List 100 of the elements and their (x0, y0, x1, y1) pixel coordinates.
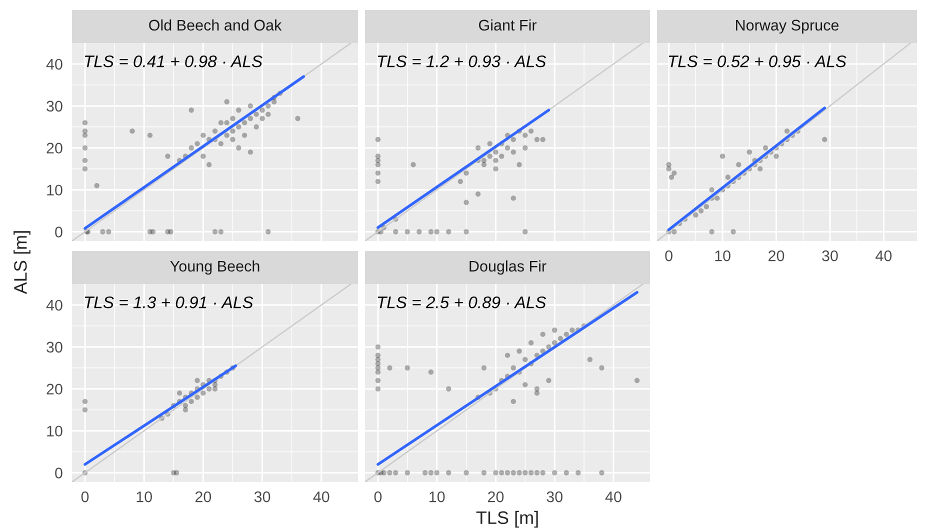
x-tick-label: 10 (715, 250, 730, 262)
point (206, 162, 212, 168)
point (194, 141, 200, 146)
annotation: TLS = 2.5 + 0.89 · ALS (378, 296, 546, 308)
point (522, 229, 528, 234)
point (168, 229, 174, 234)
point (212, 229, 218, 234)
y-tick-label: 40 (46, 58, 62, 70)
point (540, 136, 546, 142)
point (206, 386, 212, 392)
point (82, 132, 88, 138)
point (106, 229, 112, 234)
point (404, 229, 410, 234)
point (248, 103, 254, 109)
point (82, 145, 88, 150)
point (416, 229, 422, 234)
point (254, 124, 259, 130)
point (464, 170, 469, 176)
point (224, 132, 230, 138)
point (375, 170, 381, 176)
point (714, 196, 720, 201)
y-tick-label: 10 (47, 184, 62, 196)
point (212, 128, 218, 134)
point (182, 407, 188, 412)
x-tick-label: 0 (81, 491, 89, 502)
point (709, 229, 714, 234)
y-axis-title: ALS [m] (14, 231, 30, 294)
point (242, 120, 248, 126)
y-tick-label: 0 (55, 468, 62, 478)
y-tick-label: 40 (46, 300, 62, 311)
point (504, 145, 510, 150)
point (720, 154, 726, 159)
point (762, 145, 768, 150)
point (147, 132, 153, 138)
point (230, 128, 236, 134)
x-axis-title: TLS [m] (476, 510, 538, 528)
point (224, 120, 230, 126)
point (266, 229, 271, 234)
y-tick-label: 30 (46, 100, 62, 112)
point (224, 99, 230, 104)
point (475, 191, 481, 197)
point (393, 229, 398, 234)
point (493, 166, 498, 172)
point (375, 162, 381, 168)
point (165, 154, 170, 159)
point (100, 229, 106, 234)
chart-title: Young Beech (170, 260, 260, 275)
point (82, 166, 88, 172)
point (709, 187, 714, 192)
x-tick-label: 10 (430, 491, 445, 502)
point (746, 149, 752, 155)
point (493, 149, 498, 155)
y-tick-label: 0 (55, 226, 62, 238)
point (434, 229, 440, 234)
annotation: TLS = 0.52 + 0.95 · ALS (668, 55, 846, 68)
point (481, 158, 487, 164)
point (94, 183, 100, 188)
point (236, 124, 242, 130)
point (176, 390, 182, 396)
point (200, 390, 206, 396)
point (528, 128, 534, 134)
x-tick-label: 40 (876, 250, 892, 262)
point (666, 162, 672, 168)
point (487, 154, 492, 159)
point (200, 132, 206, 138)
point (182, 403, 188, 408)
x-tick-label: 30 (254, 491, 270, 502)
point (212, 386, 218, 392)
point (516, 162, 522, 168)
point (230, 116, 236, 122)
point (82, 158, 88, 164)
x-tick-label: 30 (822, 250, 838, 262)
point (130, 128, 135, 134)
point (522, 132, 528, 138)
annotation: TLS = 1.2 + 0.93 · ALS (378, 55, 546, 68)
point (266, 112, 271, 117)
point (200, 154, 206, 159)
point (510, 149, 516, 155)
point (522, 145, 528, 150)
point (698, 208, 704, 214)
point (248, 116, 254, 122)
point (534, 136, 540, 142)
point (188, 145, 194, 150)
chart-title: Old Beech and Oak (149, 19, 282, 31)
point (260, 108, 265, 113)
point (493, 158, 498, 164)
point (428, 229, 434, 234)
x-tick-label: 20 (768, 250, 784, 262)
point (218, 141, 224, 146)
point (375, 136, 381, 142)
annotation: TLS = 1.3 + 0.91 · ALS (84, 296, 254, 308)
annotation: TLS = 0.41 + 0.98 · ALS (84, 55, 262, 68)
x-tick-label: 20 (195, 491, 212, 502)
y-tick-label: 30 (46, 342, 62, 353)
point (672, 229, 677, 234)
point (736, 162, 742, 168)
point (693, 212, 698, 218)
point (150, 229, 156, 234)
point (260, 116, 265, 122)
y-tick-label: 10 (47, 426, 62, 437)
